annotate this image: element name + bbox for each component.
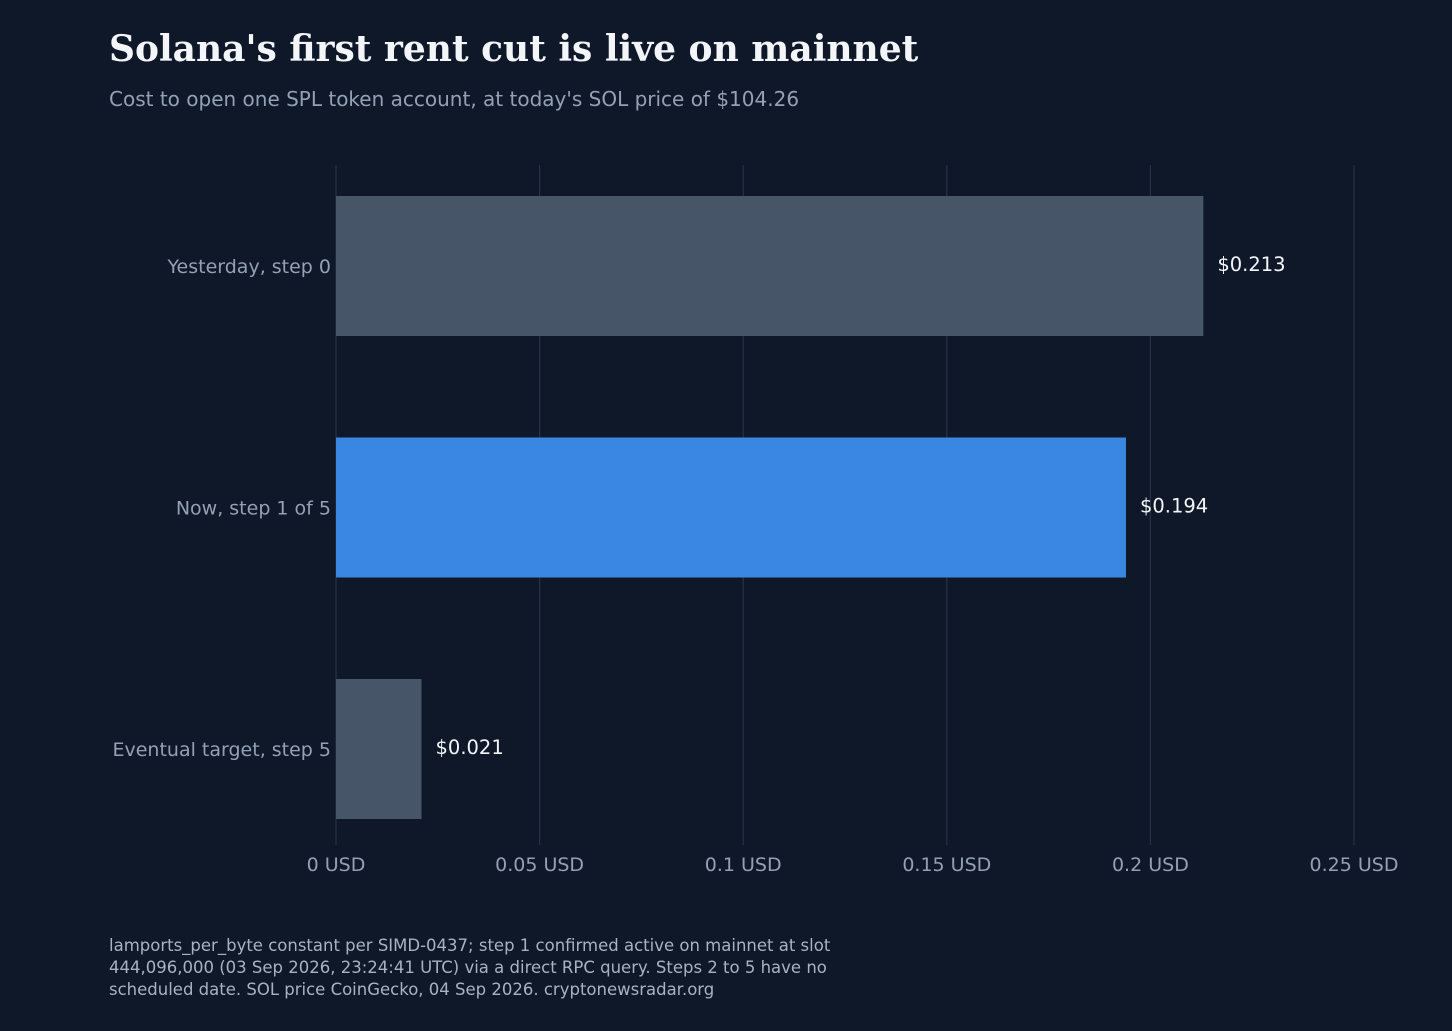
value-label: $0.021 xyxy=(436,736,504,759)
x-tick-label: 0.25 USD xyxy=(1310,854,1399,876)
value-labels: $0.213 $0.194 $0.021 xyxy=(436,253,1286,759)
footnote-line: lamports_per_byte constant per SIMD-0437… xyxy=(109,936,831,955)
chart-title: Solana's first rent cut is live on mainn… xyxy=(109,28,919,70)
category-labels: Yesterday, step 0 Now, step 1 of 5 Eventua… xyxy=(112,256,331,761)
footnote-line: 444,096,000 (03 Sep 2026, 23:24:41 UTC) … xyxy=(109,958,827,977)
value-label: $0.194 xyxy=(1140,495,1208,518)
x-tick-label: 0.1 USD xyxy=(705,854,782,876)
chart-subtitle: Cost to open one SPL token account, at t… xyxy=(109,87,800,111)
x-tick-label: 0.05 USD xyxy=(495,854,584,876)
category-label: Now, step 1 of 5 xyxy=(176,498,331,520)
x-tick-label: 0 USD xyxy=(307,854,366,876)
bars xyxy=(336,196,1204,819)
source-footnote: lamports_per_byte constant per SIMD-0437… xyxy=(109,935,929,1001)
footnote-line: scheduled date. SOL price CoinGecko, 04 … xyxy=(109,980,715,999)
bar xyxy=(336,679,422,819)
bar xyxy=(336,437,1126,578)
x-tick-label: 0.15 USD xyxy=(902,854,991,876)
bar xyxy=(336,196,1204,336)
x-tick-label: 0.2 USD xyxy=(1112,854,1189,876)
value-label: $0.213 xyxy=(1217,253,1285,276)
category-label: Eventual target, step 5 xyxy=(112,739,331,761)
category-label: Yesterday, step 0 xyxy=(166,256,331,278)
x-axis-tick-labels: 0 USD 0.05 USD 0.1 USD 0.15 USD 0.2 USD 0.25 … xyxy=(307,854,1399,876)
